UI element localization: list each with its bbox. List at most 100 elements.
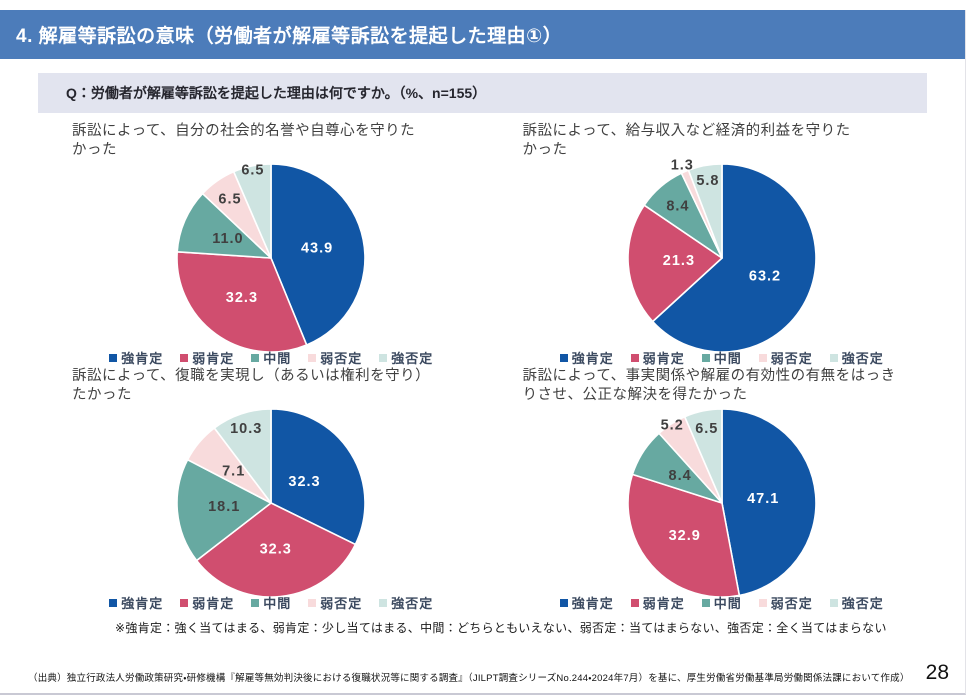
legend-item-弱否定: 弱否定 [758, 348, 813, 367]
pie-chart-reinstatement: 訴訟によって、復職を実現し（あるいは権利を守り） たかった 32.3 32.3 18.… [58, 367, 485, 612]
legend-item-強肯定: 強肯定 [559, 348, 614, 367]
legend-label: 強否定 [841, 596, 884, 611]
legend-item-中間: 中間 [701, 348, 742, 367]
slice-value-label: 6.5 [695, 421, 718, 437]
legend-label: 弱否定 [770, 351, 813, 366]
legend-item-弱否定: 弱否定 [308, 593, 362, 612]
legend-swatch-icon [701, 353, 710, 362]
chart-title: 訴訟によって、自分の社会的名誉や自尊心を守りた かった [72, 123, 416, 158]
legend-label: 強肯定 [571, 596, 614, 611]
pie-slice-強否定 [213, 408, 273, 504]
legend-swatch-icon [251, 598, 260, 607]
pie-slice-弱肯定 [196, 502, 357, 598]
legend-label: 弱肯定 [642, 596, 685, 611]
legend-item-強否定: 強否定 [379, 593, 433, 612]
slice-value-label: 32.3 [289, 474, 321, 490]
pie: 32.3 32.3 18.1 7.1 10.3 [58, 403, 485, 601]
pie-slice-強肯定 [720, 408, 817, 597]
legend-item-強肯定: 強肯定 [559, 593, 614, 612]
pie-slice-強否定 [687, 163, 723, 259]
chart-title: 訴訟によって、復職を実現し（あるいは権利を守り） たかった [72, 368, 431, 403]
legend-item-強否定: 強否定 [829, 348, 884, 367]
pie-slice-強否定 [233, 163, 273, 259]
pie: 63.2 21.3 8.4 1.3 5.8 [509, 158, 936, 356]
page-title: 4. 解雇等訴訟の意味（労働者が解雇等訴訟を提起した理由①） [16, 26, 563, 47]
legend-swatch-icon [829, 353, 838, 362]
charts-grid: 訴訟によって、自分の社会的名誉や自尊心を守りた かった 43.9 32.3 11.0 6… [0, 122, 965, 612]
legend-swatch-icon [559, 353, 568, 362]
pie-slice-弱肯定 [176, 251, 308, 353]
legend-swatch-icon [379, 598, 388, 607]
legend-item-弱否定: 弱否定 [308, 348, 362, 367]
legend-item-強否定: 強否定 [829, 593, 884, 612]
legend-item-弱肯定: 弱肯定 [630, 348, 685, 367]
legend-label: 強肯定 [121, 351, 164, 366]
legend-swatch-icon [630, 598, 639, 607]
legend-swatch-icon [308, 598, 317, 607]
pie-svg: 43.9 32.3 11.0 6.56.5 [176, 162, 367, 353]
legend-item-弱肯定: 弱肯定 [180, 593, 234, 612]
legend-label: 弱否定 [320, 596, 363, 611]
slice-value-label: 8.4 [668, 468, 691, 484]
pie-chart-honor: 訴訟によって、自分の社会的名誉や自尊心を守りた かった 43.9 32.3 11.0 6… [58, 122, 485, 367]
legend-item-中間: 中間 [701, 593, 742, 612]
slice-value-label: 10.3 [230, 421, 262, 437]
legend-swatch-icon [758, 598, 767, 607]
pie-chart-fair-resolution: 訴訟によって、事実関係や解雇の有効性の有無をはっき りさせ、公正な解決を得たかった… [509, 367, 936, 612]
legend-swatch-icon [379, 353, 388, 362]
legend-swatch-icon [758, 353, 767, 362]
slice-value-label: 8.4 [666, 199, 689, 215]
legend-swatch-icon [559, 598, 568, 607]
legend-swatch-icon [829, 598, 838, 607]
pie: 47.1 32.9 8.4 5.2 6.5 [509, 403, 936, 601]
chart-title: 訴訟によって、事実関係や解雇の有効性の有無をはっき りさせ、公正な解決を得たかった [522, 368, 896, 403]
legend-label: 強否定 [841, 351, 884, 366]
legend-swatch-icon [308, 353, 317, 362]
slice-value-label: 32.9 [668, 528, 700, 544]
slide-page: { "page": { "title": "4. 解雇等訴訟の意味（労働者が解雇… [0, 10, 966, 695]
pie-svg: 32.3 32.3 18.1 7.1 10.3 [176, 408, 366, 598]
legend-label: 弱肯定 [642, 351, 685, 366]
legend-label: 中間 [263, 596, 292, 611]
slice-value-label: 18.1 [208, 499, 240, 515]
legend-swatch-icon [251, 353, 260, 362]
legend-label: 中間 [713, 596, 742, 611]
chart-legend: 強肯定 弱肯定 中間 弱否定 強否定 [509, 593, 936, 612]
slice-value-label: 43.9 [301, 241, 333, 257]
slice-value-label: 7.1 [222, 463, 245, 479]
question-box: Q：労働者が解雇等訴訟を提起した理由は何ですか。（%、n=155） [38, 73, 927, 113]
legend-swatch-icon [109, 598, 118, 607]
legend-item-強否定: 強否定 [379, 348, 433, 367]
question-text: Q：労働者が解雇等訴訟を提起した理由は何ですか。（%、n=155） [66, 85, 487, 101]
page-number: 28 [925, 661, 949, 684]
legend-label: 弱否定 [770, 596, 813, 611]
chart-legend: 強肯定 弱肯定 中間 弱否定 強否定 [509, 348, 936, 367]
legend-item-中間: 中間 [251, 348, 291, 367]
slice-value-label: 32.3 [226, 290, 258, 306]
legend-label: 強肯定 [571, 351, 614, 366]
legend-item-強肯定: 強肯定 [109, 348, 163, 367]
slice-value-label: 5.8 [696, 173, 719, 189]
legend-swatch-icon [180, 353, 189, 362]
pie-slice-中間 [176, 192, 273, 259]
source-citation: （出典）独立行政法人労働政策研究・研修機構『解雇等無効判決後における復職状況等に… [28, 673, 910, 684]
pie: 43.9 32.3 11.0 6.5 6.5 [58, 158, 485, 356]
legend-label: 中間 [713, 351, 742, 366]
pie-svg: 47.1 32.9 8.4 5.2 6.5 [626, 408, 817, 598]
pie-slice-強肯定 [270, 163, 367, 346]
legend-label: 強否定 [391, 596, 434, 611]
pie-slice-弱肯定 [626, 473, 740, 598]
chart-legend: 強肯定 弱肯定 中間 弱否定 強否定 [58, 348, 485, 367]
pie-chart-economic: 訴訟によって、給与収入など経済的利益を守りた かった 63.2 21.3 8.4 1.3… [509, 122, 936, 367]
legend-label: 強否定 [391, 351, 434, 366]
chart-legend: 強肯定 弱肯定 中間 弱否定 強否定 [58, 593, 485, 612]
pie-slice-強肯定 [651, 163, 817, 353]
slice-value-label: 5.2 [660, 417, 683, 433]
legend-item-弱肯定: 弱肯定 [630, 593, 685, 612]
pie-slice-強否定 [683, 408, 723, 504]
legend-item-強肯定: 強肯定 [109, 593, 163, 612]
slice-value-label: 11.0 [212, 231, 243, 247]
slide-title-bar: 4. 解雇等訴訟の意味（労働者が解雇等訴訟を提起した理由①） [0, 10, 965, 59]
legend-label: 弱肯定 [192, 351, 235, 366]
legend-item-弱肯定: 弱肯定 [180, 348, 234, 367]
